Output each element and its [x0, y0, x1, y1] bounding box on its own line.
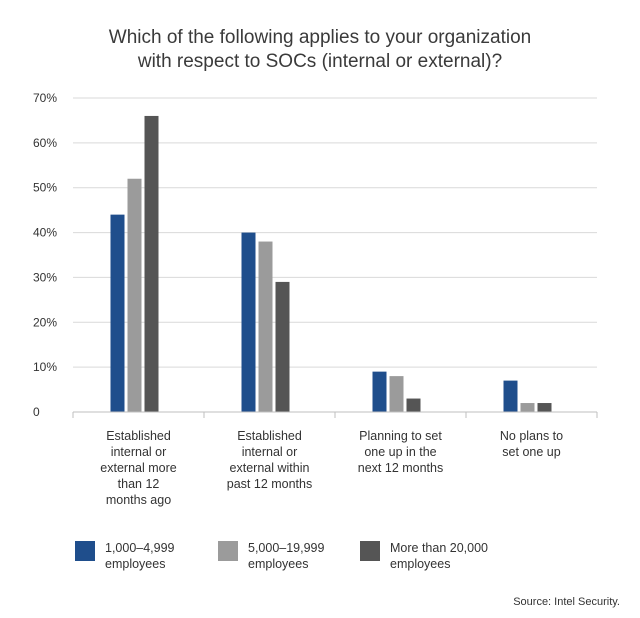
chart-title-line-1: Which of the following applies to your o…: [108, 27, 532, 48]
x-tick-label-line: one up in the: [364, 445, 437, 459]
x-tick-label-line: external within: [229, 461, 310, 475]
bar: [537, 403, 552, 412]
bars: [110, 115, 552, 412]
y-tick-label: 20%: [33, 315, 57, 329]
axes: [72, 411, 598, 418]
bar: [372, 371, 387, 412]
y-tick-label: 0: [33, 405, 40, 419]
legend-item: 1,000–4,999 employees: [75, 540, 225, 572]
legend-item: 5,000–19,999 employees: [218, 540, 368, 572]
x-tick-label-line: set one up: [502, 445, 561, 459]
bar: [110, 214, 125, 412]
legend-item: More than 20,000 employees: [360, 540, 510, 572]
y-axis-ticks: 0 10% 20% 30% 40% 50% 60% 70%: [33, 91, 57, 419]
x-tick-label: Established internal or external within pas…: [210, 428, 330, 492]
legend-label-line: employees: [390, 557, 451, 571]
x-tick-label-line: internal or: [110, 445, 167, 459]
bar: [241, 232, 256, 412]
y-tick-label: 40%: [33, 226, 57, 240]
legend-label: More than 20,000 employees: [390, 540, 510, 572]
y-tick-label: 60%: [33, 136, 57, 150]
x-tick-label-line: Established: [106, 429, 171, 443]
legend-swatch: [218, 541, 238, 561]
legend-label-line: employees: [105, 557, 166, 571]
y-tick-label: 30%: [33, 270, 57, 284]
x-tick-label-line: external more: [100, 461, 177, 475]
bar: [389, 376, 404, 412]
chart-title: Which of the following applies to your o…: [0, 26, 640, 74]
x-tick-label-line: Established: [237, 429, 302, 443]
legend-label: 1,000–4,999 employees: [105, 540, 225, 572]
chart-title-line-2: with respect to SOCs (internal or extern…: [137, 51, 503, 72]
y-tick-label: 10%: [33, 360, 57, 374]
bar: [503, 380, 518, 412]
legend-swatch: [75, 541, 95, 561]
bar: [275, 281, 290, 412]
legend-label-line: employees: [248, 557, 309, 571]
y-tick-label: 50%: [33, 181, 57, 195]
legend-label-line: 1,000–4,999: [105, 541, 175, 555]
source-note: Source: Intel Security.: [513, 596, 620, 608]
gridlines: [73, 97, 597, 368]
bar: [258, 241, 273, 412]
legend-label-line: More than 20,000: [390, 541, 488, 555]
bar: [144, 115, 159, 412]
x-tick-label: Planning to set one up in the next 12 mont…: [341, 428, 461, 476]
legend-swatch: [360, 541, 380, 561]
bar: [127, 178, 142, 412]
y-tick-label: 70%: [33, 91, 57, 105]
x-tick-label-line: internal or: [241, 445, 298, 459]
x-tick-label-line: past 12 months: [226, 477, 313, 491]
x-tick-label-line: Planning to set: [359, 429, 442, 443]
x-tick-label-line: No plans to: [499, 429, 564, 443]
x-tick-label-line: than 12: [117, 477, 160, 491]
x-tick-label-line: next 12 months: [357, 461, 444, 475]
x-tick-label: No plans to set one up: [472, 428, 592, 460]
bar: [520, 403, 535, 412]
x-tick-label: Established internal or external more than …: [79, 428, 199, 508]
x-tick-label-line: months ago: [105, 493, 172, 507]
bar: [406, 398, 421, 412]
legend-label: 5,000–19,999 employees: [248, 540, 368, 572]
legend-label-line: 5,000–19,999: [248, 541, 325, 555]
